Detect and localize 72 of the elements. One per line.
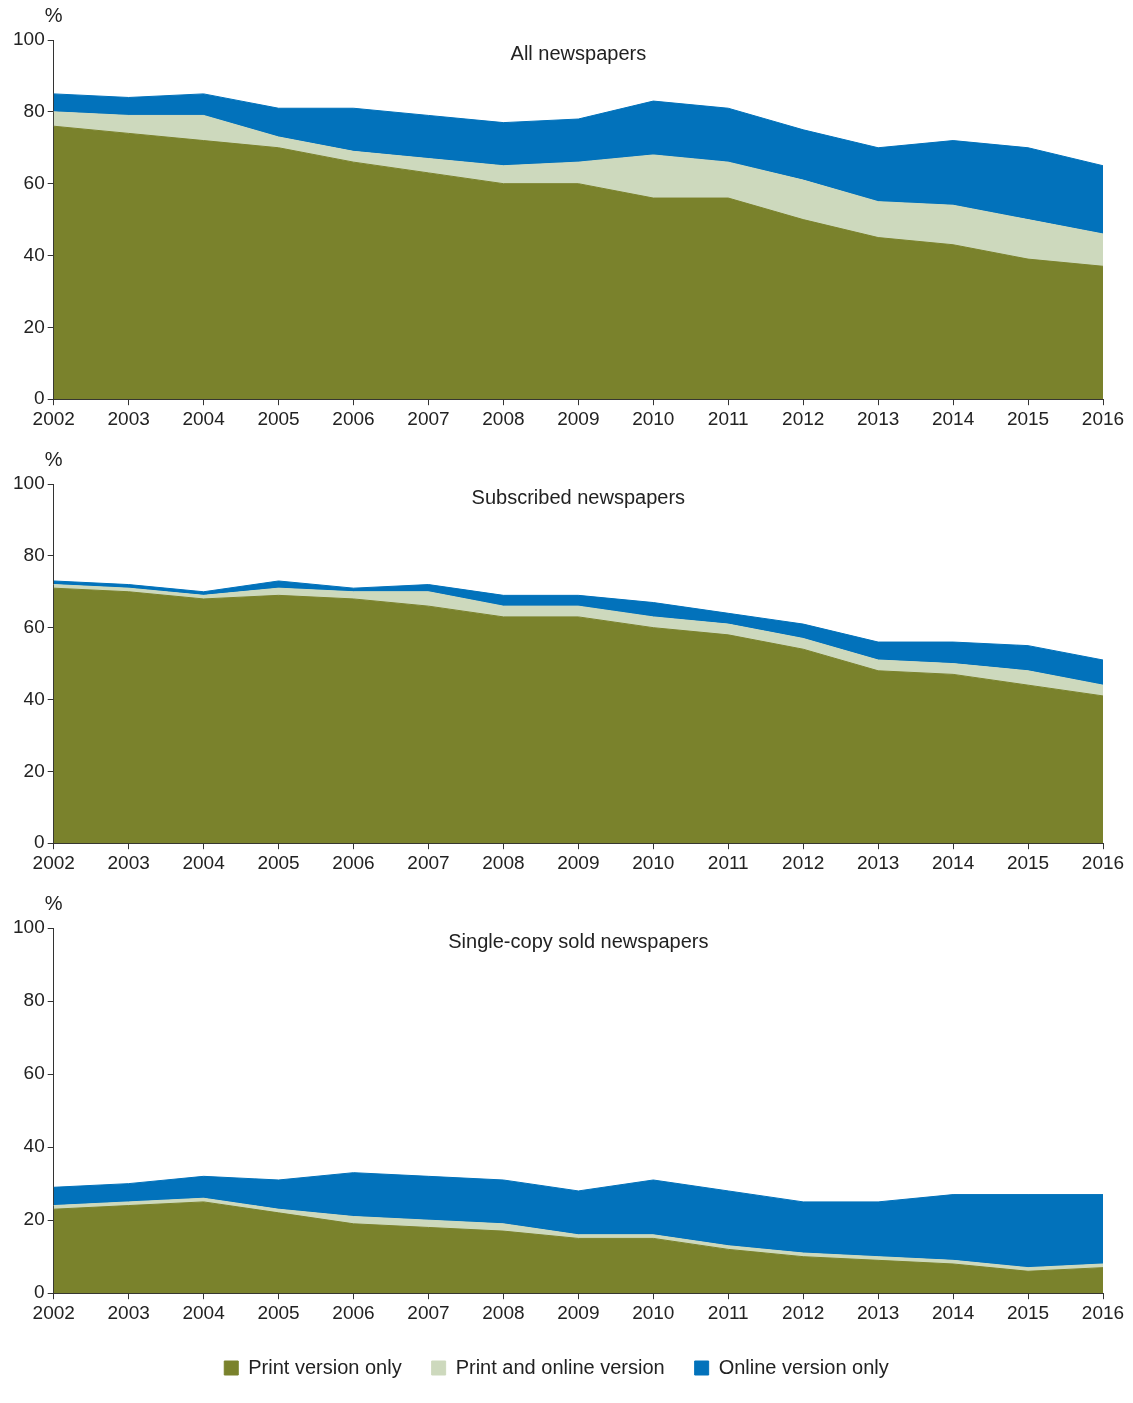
y-tick-label: 100	[13, 472, 45, 494]
y-tick-label: 60	[23, 615, 45, 637]
x-tick-label: 2007	[407, 407, 450, 429]
chart-title: All newspapers	[510, 41, 647, 64]
y-axis-title: %	[44, 891, 63, 914]
x-tick-label: 2012	[782, 851, 825, 873]
x-tick-label: 2007	[407, 1301, 450, 1323]
legend-label: Online version only	[718, 1355, 889, 1378]
x-tick-label: 2015	[1006, 407, 1050, 429]
x-tick-label: 2005	[257, 851, 300, 873]
x-tick-label: 2016	[1081, 1301, 1125, 1323]
x-tick-label: 2013	[857, 851, 900, 873]
x-tick-label: 2002	[32, 1301, 75, 1323]
x-tick-label: 2008	[482, 851, 525, 873]
x-tick-label: 2011	[707, 1301, 749, 1323]
y-tick-label: 40	[23, 243, 45, 265]
y-tick-label: 40	[23, 687, 45, 709]
x-tick-label: 2004	[182, 1301, 226, 1323]
x-tick-label: 2010	[632, 407, 675, 429]
x-tick-label: 2005	[257, 407, 300, 429]
y-tick-label: 0	[34, 1281, 45, 1303]
x-tick-label: 2015	[1006, 851, 1050, 873]
x-tick-label: 2009	[557, 851, 600, 873]
x-tick-label: 2008	[482, 407, 525, 429]
x-tick-label: 2012	[782, 1301, 825, 1323]
x-tick-label: 2006	[332, 1301, 375, 1323]
y-tick-label: 80	[23, 989, 45, 1011]
x-tick-label: 2003	[107, 1301, 150, 1323]
x-tick-label: 2009	[557, 407, 600, 429]
legend-label: Print version only	[248, 1355, 402, 1378]
x-tick-label: 2012	[782, 407, 825, 429]
y-tick-label: 0	[34, 831, 45, 853]
x-tick-label: 2011	[707, 851, 749, 873]
x-tick-label: 2002	[32, 851, 75, 873]
chart-title: Single-copy sold newspapers	[448, 929, 709, 952]
x-tick-label: 2016	[1081, 851, 1125, 873]
y-tick-label: 40	[23, 1135, 45, 1157]
x-tick-label: 2008	[482, 1301, 525, 1323]
x-tick-label: 2014	[931, 851, 975, 873]
legend-label: Print and online version	[455, 1355, 665, 1378]
y-tick-label: 0	[34, 387, 45, 409]
x-tick-label: 2006	[332, 851, 375, 873]
x-tick-label: 2002	[32, 407, 75, 429]
y-tick-label: 60	[23, 171, 45, 193]
x-tick-label: 2011	[707, 407, 749, 429]
y-tick-label: 20	[23, 315, 45, 337]
x-tick-label: 2007	[407, 851, 450, 873]
x-tick-label: 2004	[182, 407, 226, 429]
y-tick-label: 80	[23, 100, 45, 122]
x-tick-label: 2010	[632, 1301, 675, 1323]
x-tick-label: 2013	[857, 1301, 900, 1323]
y-axis-title: %	[44, 447, 63, 470]
x-tick-label: 2003	[107, 407, 150, 429]
y-tick-label: 100	[13, 916, 45, 938]
x-tick-label: 2013	[857, 407, 900, 429]
y-tick-label: 20	[23, 759, 45, 781]
y-tick-label: 80	[23, 544, 45, 566]
x-tick-label: 2003	[107, 851, 150, 873]
x-tick-label: 2005	[257, 1301, 300, 1323]
x-tick-label: 2006	[332, 407, 375, 429]
x-tick-label: 2015	[1006, 1301, 1050, 1323]
y-axis-title: %	[44, 3, 63, 26]
x-tick-label: 2004	[182, 851, 226, 873]
chart-title: Subscribed newspapers	[471, 485, 686, 508]
x-tick-label: 2009	[557, 1301, 600, 1323]
x-tick-label: 2010	[632, 851, 675, 873]
x-tick-label: 2014	[931, 1301, 975, 1323]
y-tick-label: 60	[23, 1062, 45, 1084]
x-tick-label: 2014	[931, 407, 975, 429]
y-tick-label: 20	[23, 1208, 45, 1230]
x-tick-label: 2016	[1081, 407, 1125, 429]
y-tick-label: 100	[13, 28, 45, 50]
